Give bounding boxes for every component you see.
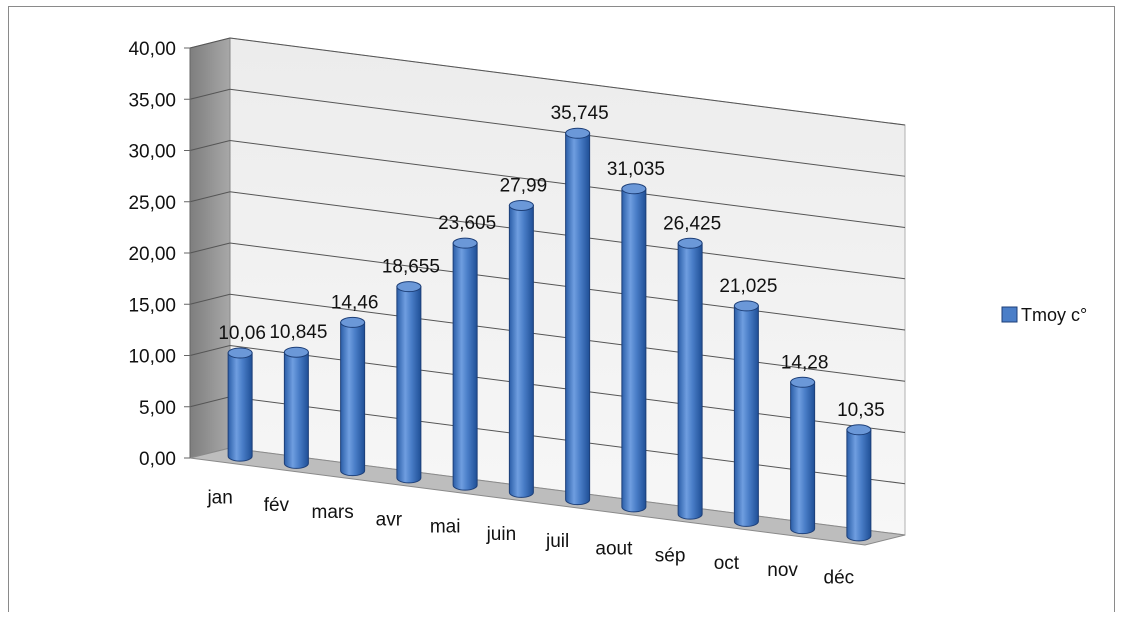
bar-top (227, 347, 253, 359)
x-tick-label: aout (595, 538, 633, 559)
bar-sép (677, 237, 703, 520)
bar-body (790, 381, 816, 535)
y-axis: 0,00 5,00 10,00 15,00 20,00 25,00 30,00 35,00 40… (128, 39, 191, 470)
x-tick-label: mai (430, 517, 461, 538)
bar-oct (733, 300, 759, 527)
data-label: 35,745 (551, 103, 609, 124)
y-tick-label: 0,00 (139, 449, 176, 470)
data-label: 26,425 (663, 213, 721, 234)
bar-body (677, 242, 703, 520)
bar-déc (846, 424, 872, 542)
bar-body (227, 352, 253, 462)
x-tick-label: sép (655, 546, 686, 567)
x-tick-label: fév (264, 495, 290, 516)
legend-label: Tmoy c° (1021, 305, 1087, 325)
y-tick-label: 40,00 (128, 39, 176, 60)
bar-top (565, 127, 591, 139)
bars (227, 127, 872, 542)
bar-body (621, 188, 647, 513)
data-label: 18,655 (382, 257, 440, 278)
bar-top (452, 237, 478, 249)
bar-top (733, 300, 759, 312)
bar-top (790, 376, 816, 388)
bar-aout (621, 183, 647, 513)
bar-top (846, 424, 872, 436)
y-tick-label: 15,00 (128, 295, 176, 316)
bar-top (340, 316, 366, 328)
data-label: 21,025 (719, 276, 777, 297)
data-label: 14,46 (331, 292, 379, 313)
data-label: 10,35 (837, 400, 885, 421)
bar-top (396, 281, 422, 293)
x-tick-label: juin (486, 524, 517, 545)
x-axis: jan fév mars avr mai juin juil aout sép oct nov déc (206, 488, 854, 589)
data-label: 23,605 (438, 213, 496, 234)
bar-body (846, 429, 872, 542)
x-tick-label: nov (767, 560, 798, 581)
x-tick-label: juil (545, 531, 569, 552)
bar-jan (227, 347, 253, 462)
x-tick-label: mars (312, 502, 354, 523)
y-tick-label: 30,00 (128, 142, 176, 163)
data-label: 27,99 (500, 175, 548, 196)
bar-juin (508, 199, 534, 498)
bar-mars (340, 316, 366, 477)
bar-mai (452, 237, 478, 491)
data-label: 31,035 (607, 159, 665, 180)
legend: Tmoy c° (1001, 305, 1087, 325)
x-tick-label: oct (714, 553, 740, 574)
floor (189, 447, 906, 546)
bar-body (565, 132, 591, 506)
bar-top (621, 183, 647, 195)
bar-fév (283, 346, 309, 469)
bar-top (508, 199, 534, 211)
bar-avr (396, 281, 422, 484)
data-label: 10,06 (218, 323, 266, 344)
bar-body (340, 321, 366, 477)
y-tick-label: 20,00 (128, 244, 176, 265)
legend-swatch (1001, 306, 1018, 323)
bar-top (283, 346, 309, 358)
bar-body (508, 204, 534, 498)
x-tick-label: jan (206, 488, 232, 509)
bar-juil (565, 127, 591, 506)
y-tick-label: 10,00 (128, 347, 176, 368)
bar-body (733, 305, 759, 527)
y-tick-label: 35,00 (128, 90, 176, 111)
y-tick-label: 5,00 (139, 398, 176, 419)
bar-body (452, 242, 478, 491)
data-label: 14,28 (781, 352, 829, 373)
bar-body (283, 351, 309, 469)
bar-nov (790, 376, 816, 535)
gridline (189, 37, 906, 126)
bar-body (396, 286, 422, 484)
x-tick-label: avr (376, 509, 403, 530)
bar-top (677, 237, 703, 249)
gridline (189, 88, 906, 177)
data-label: 10,845 (269, 322, 327, 343)
gridline (189, 139, 906, 228)
x-tick-label: déc (824, 567, 855, 588)
y-tick-label: 25,00 (128, 193, 176, 214)
